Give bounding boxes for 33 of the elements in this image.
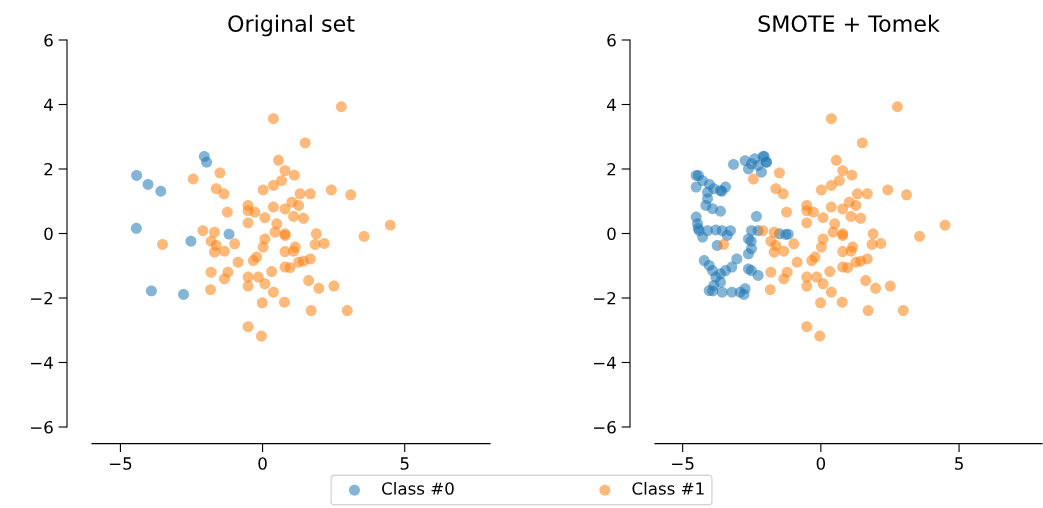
y-tick-label: −6 <box>594 420 616 434</box>
point <box>223 228 235 240</box>
x-tick-label: 0 <box>816 457 826 470</box>
legend-label: Class #0 <box>382 481 454 495</box>
y-tick-label: −6 <box>31 420 53 434</box>
x-tick-label: 0 <box>258 457 267 470</box>
y-tick-label: −4 <box>31 356 53 369</box>
chart-title: SMOTE + Tomek <box>758 14 940 32</box>
point <box>142 179 154 190</box>
point <box>201 156 213 168</box>
point <box>178 288 190 300</box>
x-tick-label: −5 <box>109 457 132 470</box>
x-tick-label: 5 <box>400 457 409 470</box>
point <box>131 169 143 181</box>
y-tick-label: 4 <box>607 98 616 111</box>
y-tick-label: 2 <box>44 162 53 176</box>
x-tick-label: 5 <box>955 457 963 470</box>
y-tick-label: 0 <box>44 227 53 241</box>
point <box>185 235 197 247</box>
y-tick-label: 2 <box>607 162 616 176</box>
y-tick-label: 0 <box>607 227 616 241</box>
y-tick-label: −2 <box>594 291 616 305</box>
y-tick-label: −2 <box>31 291 53 305</box>
y-tick-label: 4 <box>44 98 53 111</box>
y-tick-label: −4 <box>594 356 616 369</box>
legend-label: Class #1 <box>632 481 704 495</box>
x-tick-label: −5 <box>672 457 694 470</box>
chart-title: Original set <box>228 14 355 37</box>
point <box>130 222 142 234</box>
y-tick-label: 6 <box>44 33 53 47</box>
point <box>145 285 157 297</box>
point <box>155 185 167 197</box>
y-tick-label: 6 <box>607 33 616 47</box>
